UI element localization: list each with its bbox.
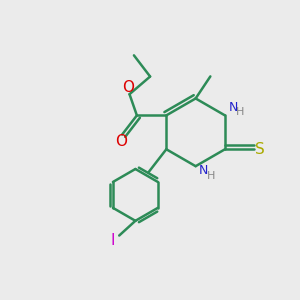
Text: O: O	[122, 80, 134, 95]
Text: S: S	[255, 142, 265, 157]
Text: O: O	[115, 134, 127, 148]
Text: H: H	[207, 171, 215, 181]
Text: I: I	[110, 233, 115, 248]
Text: H: H	[236, 107, 244, 118]
Text: N: N	[199, 164, 208, 177]
Text: N: N	[229, 101, 238, 114]
